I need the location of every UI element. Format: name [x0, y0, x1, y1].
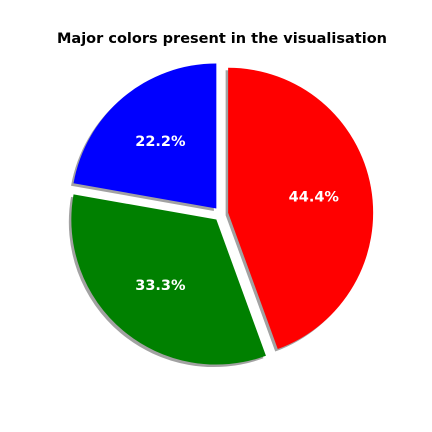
slice-percent-label: 44.4%	[289, 190, 340, 206]
slice-percent-label: 33.3%	[135, 278, 186, 294]
pie-slices	[71, 63, 373, 364]
slice-percent-label: 22.2%	[135, 134, 186, 150]
pie-slice	[228, 68, 373, 349]
